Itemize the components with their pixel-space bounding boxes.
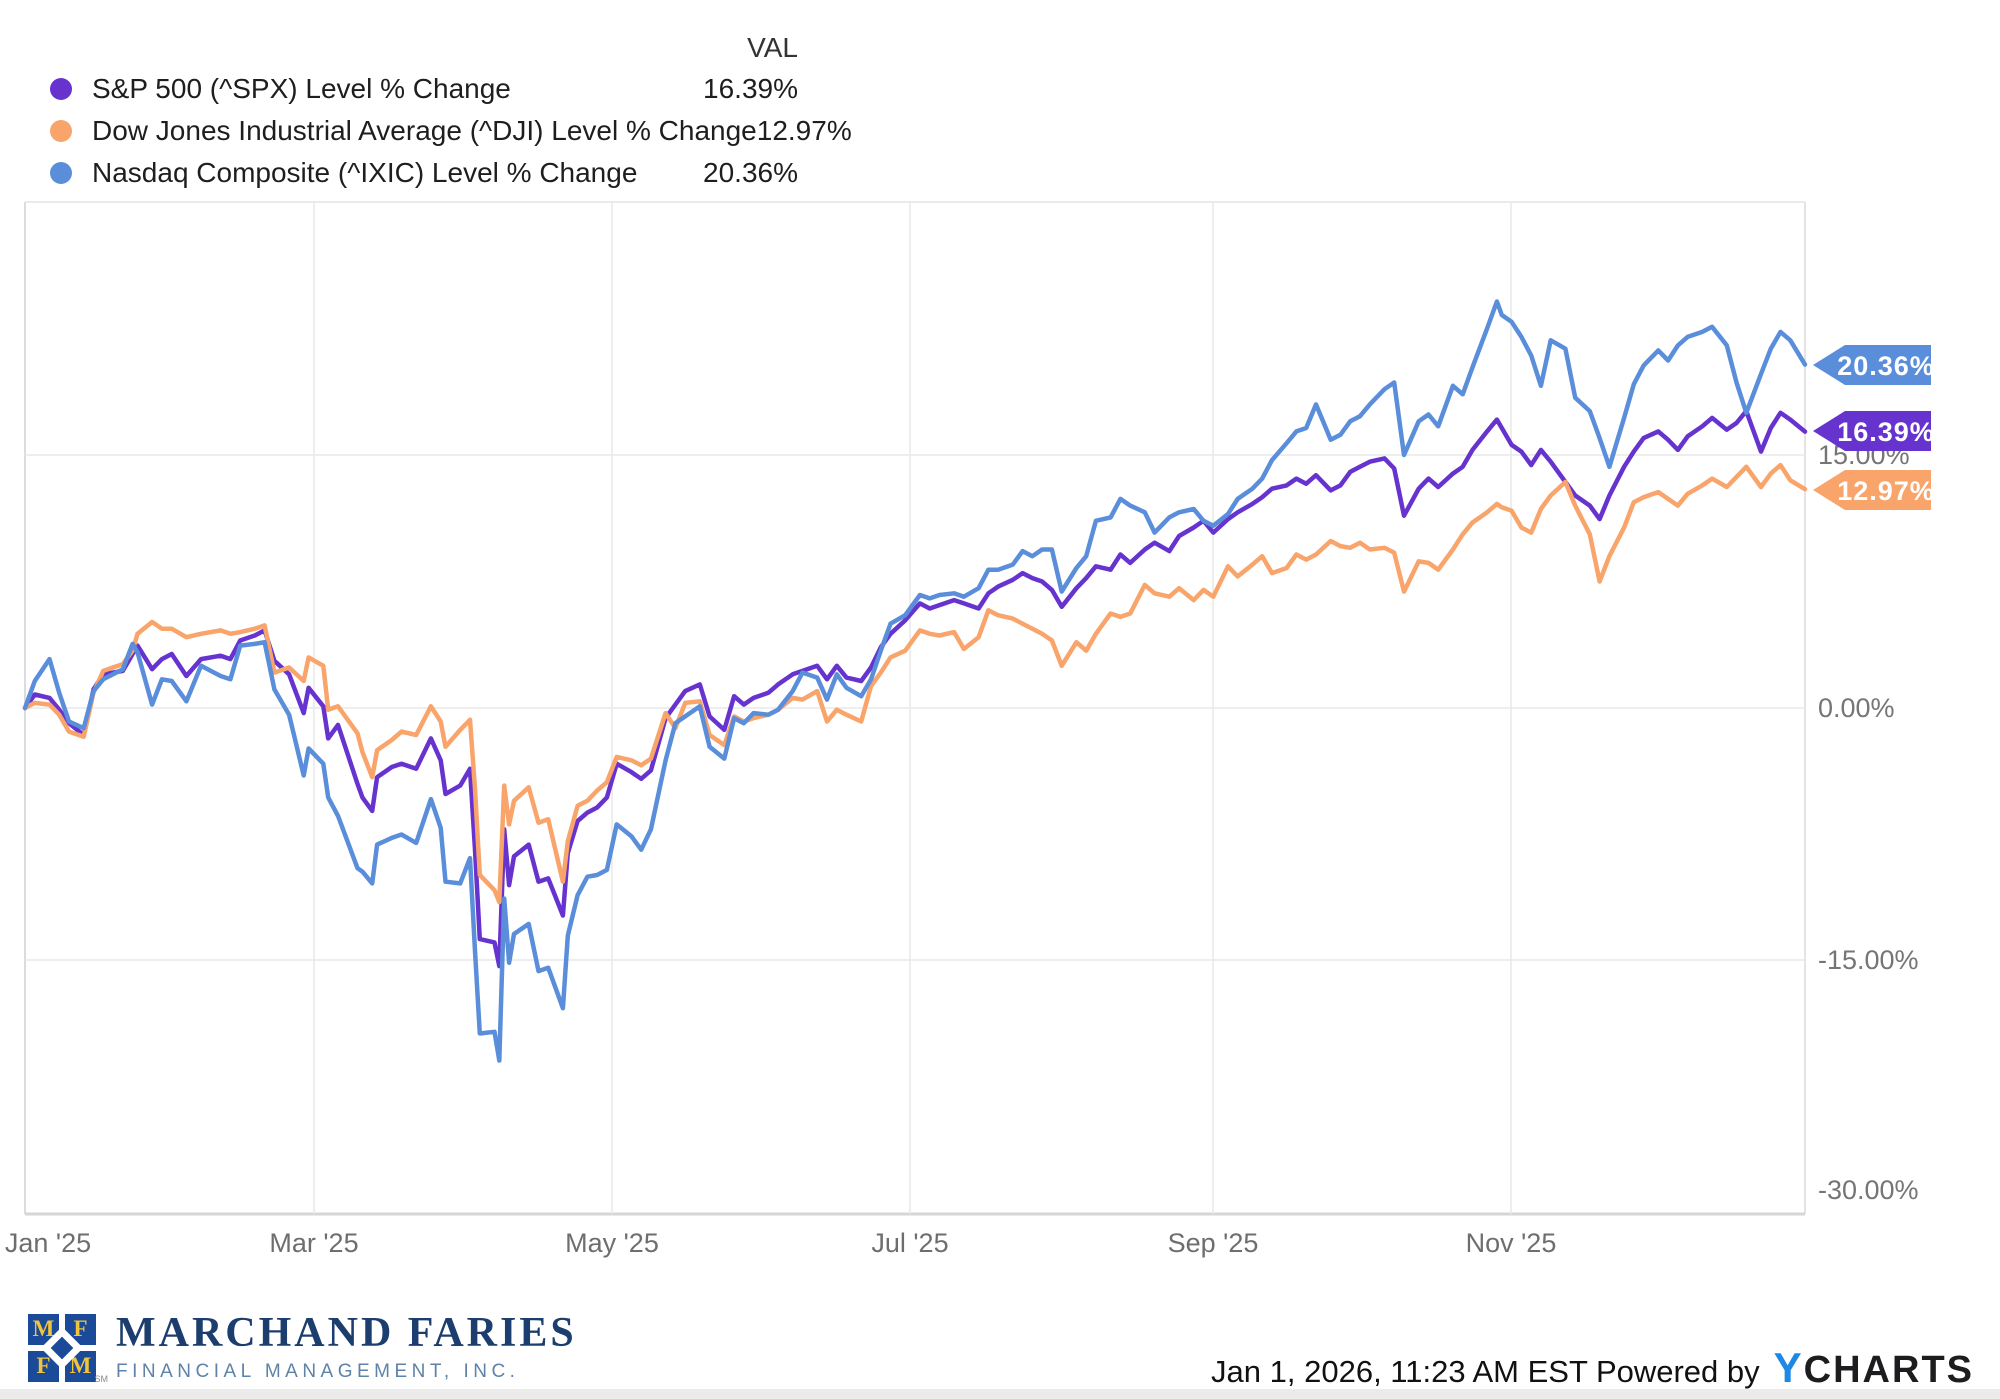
legend-val-header: VAL — [747, 32, 798, 63]
legend-label-dji: Dow Jones Industrial Average (^DJI) Leve… — [92, 115, 757, 146]
chart-timestamp: Jan 1, 2026, 11:23 AM EST Powered by — [1211, 1354, 1760, 1390]
legend-item-ixic: Nasdaq Composite (^IXIC) Level % Change … — [50, 152, 798, 194]
badge-shape-ixic — [1813, 345, 1931, 385]
badge-shape-dji — [1813, 470, 1931, 510]
end-value-badge-spx: 16.39% — [1813, 411, 1935, 451]
series-layer — [22, 299, 1808, 1063]
legend-item-dji: Dow Jones Industrial Average (^DJI) Leve… — [50, 110, 852, 152]
legend-value-spx: 16.39% — [703, 73, 798, 104]
servicemark-symbol: SM — [94, 1373, 109, 1384]
x-tick-sep: Sep '25 — [1168, 1228, 1259, 1258]
y-axis-labels: 15.00% 0.00% -15.00% -30.00% — [1818, 440, 1919, 1205]
bottom-strip — [0, 1389, 2000, 1399]
x-tick-nov: Nov '25 — [1466, 1228, 1557, 1258]
legend-value-ixic: 20.36% — [703, 157, 798, 188]
legend-label-spx: S&P 500 (^SPX) Level % Change — [92, 73, 511, 104]
timestamp-text: Jan 1, 2026, 11:23 AM EST — [1211, 1354, 1596, 1389]
series-line-ixic[interactable] — [22, 299, 1808, 1063]
end-value-badges: 20.36% 16.39% 12.97% — [1813, 345, 1935, 510]
ycharts-wordmark[interactable]: YCHARTS — [1774, 1344, 1974, 1392]
dji-series-dot-icon — [50, 120, 72, 142]
legend-label-ixic: Nasdaq Composite (^IXIC) Level % Change — [92, 157, 638, 188]
ixic-series-dot-icon — [50, 162, 72, 184]
series-line-spx[interactable] — [22, 408, 1808, 969]
company-subtitle: FINANCIAL MANAGEMENT, INC. — [116, 1361, 520, 1382]
ycharts-wordmark-rest: CHARTS — [1803, 1349, 1974, 1391]
logo-text: MARCHAND FARIES FINANCIAL MANAGEMENT, IN… — [116, 1312, 577, 1383]
marchand-faries-logo: M F F M SM MARCHAND FARIES FINANCIAL MAN… — [28, 1312, 577, 1384]
mffm-logo-mark-icon: M F F M SM — [28, 1313, 108, 1384]
chart-attribution: Jan 1, 2026, 11:23 AM EST Powered by YCH… — [1211, 1344, 1974, 1392]
legend-value-dji: 12.97% — [756, 115, 852, 146]
ycharts-y-icon: Y — [1773, 1344, 1804, 1391]
x-tick-may: May '25 — [565, 1228, 659, 1258]
end-value-badge-dji: 12.97% — [1813, 470, 1935, 510]
logo-square-m1: M — [28, 1313, 59, 1345]
series-line-dji[interactable] — [22, 462, 1808, 905]
powered-by-text: Powered by — [1595, 1354, 1760, 1389]
badge-shape-spx — [1813, 411, 1931, 451]
x-tick-jul: Jul '25 — [871, 1228, 948, 1258]
x-tick-mar: Mar '25 — [269, 1228, 358, 1258]
legend: VAL S&P 500 (^SPX) Level % Change 16.39%… — [50, 28, 852, 194]
badge-value-dji: 12.97% — [1837, 476, 1935, 506]
spx-series-dot-icon — [50, 78, 72, 100]
y-tick-0: 0.00% — [1818, 693, 1895, 723]
x-axis-labels: Jan '25 Mar '25 May '25 Jul '25 Sep '25 … — [5, 1228, 1556, 1258]
badge-value-ixic: 20.36% — [1837, 351, 1935, 381]
company-name: MARCHAND FARIES — [116, 1310, 577, 1356]
end-value-badge-ixic: 20.36% — [1813, 345, 1935, 385]
badge-value-spx: 16.39% — [1837, 417, 1935, 447]
legend-item-spx: S&P 500 (^SPX) Level % Change 16.39% — [50, 68, 798, 110]
x-tick-jan: Jan '25 — [5, 1228, 91, 1258]
y-tick-neg15: -15.00% — [1818, 945, 1919, 975]
y-tick-neg30: -30.00% — [1818, 1175, 1919, 1205]
